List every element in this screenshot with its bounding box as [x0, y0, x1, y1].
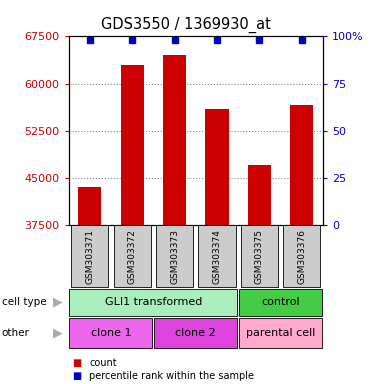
Text: GSM303375: GSM303375 — [255, 229, 264, 284]
Bar — [239, 318, 322, 348]
Bar — [71, 225, 108, 287]
Bar — [239, 289, 322, 316]
Bar — [78, 187, 101, 225]
Bar — [198, 225, 236, 287]
Text: percentile rank within the sample: percentile rank within the sample — [89, 371, 254, 381]
Bar — [154, 318, 237, 348]
Text: ■: ■ — [72, 371, 82, 381]
Text: GLI1 transformed: GLI1 transformed — [105, 297, 202, 308]
Bar — [114, 225, 151, 287]
Bar — [121, 65, 144, 225]
Text: GSM303376: GSM303376 — [297, 229, 306, 284]
Text: count: count — [89, 358, 116, 368]
Bar — [241, 225, 278, 287]
Bar — [247, 165, 271, 225]
Text: GSM303373: GSM303373 — [170, 229, 179, 284]
Bar — [283, 225, 320, 287]
Text: clone 1: clone 1 — [91, 328, 131, 338]
Text: clone 2: clone 2 — [175, 328, 216, 338]
Text: cell type: cell type — [2, 297, 46, 308]
Bar — [205, 109, 229, 225]
Bar — [69, 289, 237, 316]
Text: GSM303371: GSM303371 — [85, 229, 94, 284]
Text: ▶: ▶ — [53, 327, 62, 339]
Text: GSM303374: GSM303374 — [212, 229, 221, 284]
Text: GSM303372: GSM303372 — [128, 229, 137, 284]
Text: other: other — [2, 328, 30, 338]
Text: ■: ■ — [72, 358, 82, 368]
Bar — [69, 318, 152, 348]
Bar — [290, 106, 313, 225]
Bar — [163, 55, 186, 225]
Text: control: control — [261, 297, 300, 308]
Text: ▶: ▶ — [53, 296, 62, 309]
Text: GDS3550 / 1369930_at: GDS3550 / 1369930_at — [101, 17, 270, 33]
Bar — [156, 225, 193, 287]
Text: parental cell: parental cell — [246, 328, 315, 338]
